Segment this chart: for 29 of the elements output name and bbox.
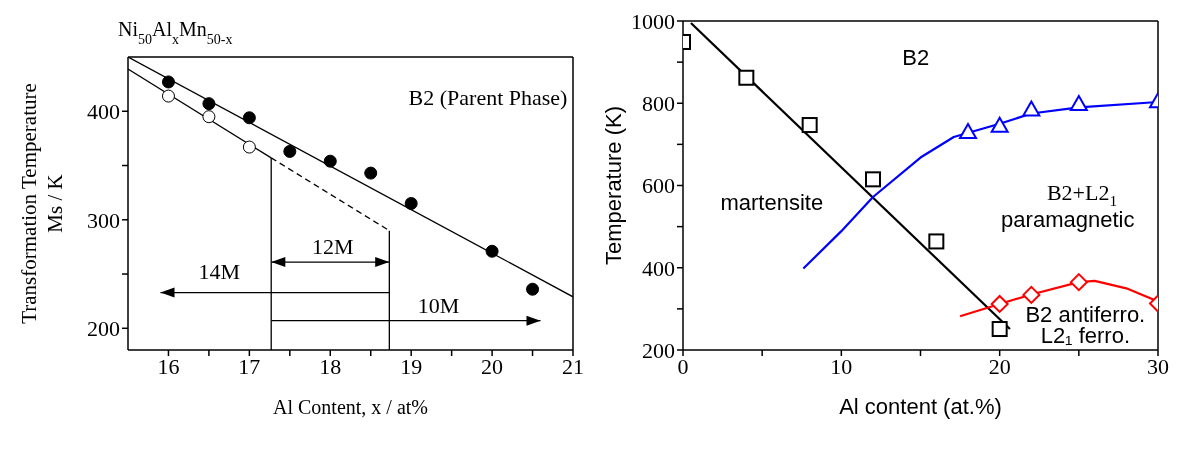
chart-title: Ni$_{50}$Al$_{x}$Mn$_{50-x}$ bbox=[118, 18, 233, 47]
x-tick-label: 0 bbox=[677, 353, 689, 379]
x-tick-label: 20 bbox=[481, 353, 504, 379]
x-tick-label: 16 bbox=[157, 353, 180, 379]
x-tick-label: 19 bbox=[400, 353, 423, 379]
y-tick-label: 200 bbox=[87, 316, 120, 342]
annotation: B2 (Parent Phase) bbox=[408, 84, 568, 110]
x-tick-label: 10 bbox=[830, 353, 853, 379]
y-tick-label: 400 bbox=[87, 99, 120, 125]
y-axis-title: Temperature (K) bbox=[601, 106, 626, 265]
y-axis-title: Transformation Temperature Ms / K bbox=[17, 83, 67, 324]
x-axis-title: Al content (at.%) bbox=[839, 394, 1002, 419]
x-tick-label: 18 bbox=[319, 353, 342, 379]
annotation: 14M bbox=[198, 258, 241, 284]
y-tick-label: 300 bbox=[87, 207, 120, 233]
y-tick-label: 400 bbox=[642, 255, 675, 281]
y-tick-label: 600 bbox=[642, 173, 675, 199]
annotation: 10M bbox=[417, 292, 460, 318]
x-tick-label: 30 bbox=[1147, 353, 1169, 379]
annotation: B2 bbox=[902, 44, 930, 70]
x-axis-title: Al Content, x / at% bbox=[273, 396, 428, 418]
annotation: 12M bbox=[311, 233, 354, 259]
x-tick-label: 21 bbox=[562, 353, 584, 379]
x-tick-label: 20 bbox=[988, 353, 1011, 379]
x-tick-label: 17 bbox=[238, 353, 261, 379]
annotation: martensite bbox=[720, 189, 824, 215]
y-tick-label: 200 bbox=[642, 337, 675, 363]
y-tick-label: 1000 bbox=[631, 8, 675, 34]
y-tick-label: 800 bbox=[642, 91, 675, 117]
